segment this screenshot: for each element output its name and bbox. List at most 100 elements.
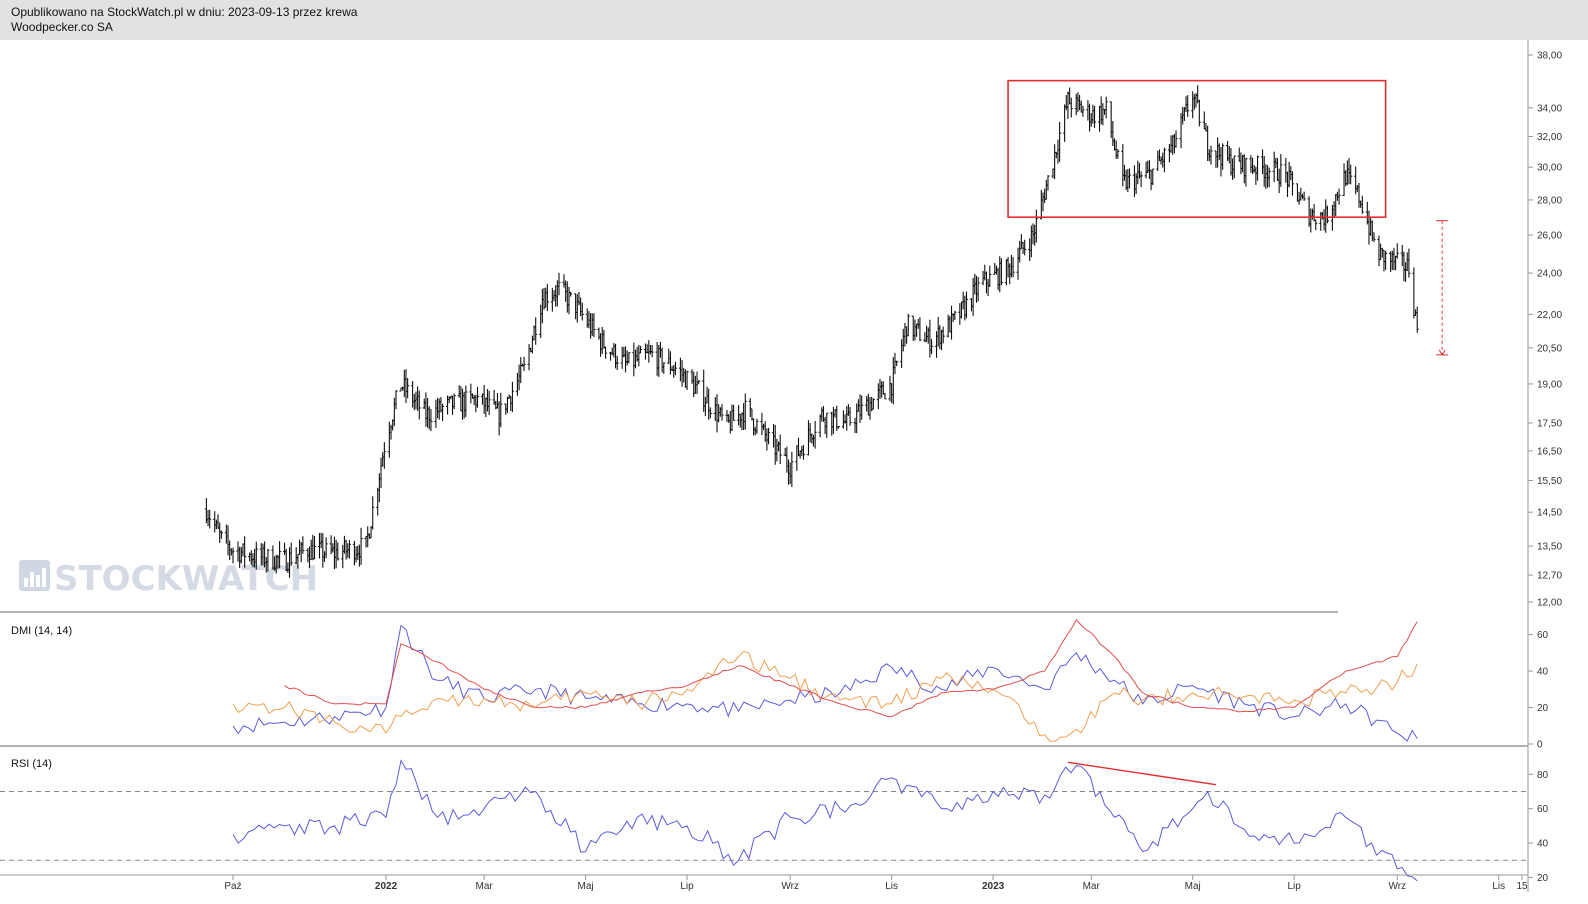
price-bar: [312, 536, 317, 560]
y-tick-label: 12,70: [1537, 571, 1562, 582]
price-panel: 12,00 12,70 13,50 14,50 15,50 16,50 17,50 19,00…: [204, 51, 1562, 609]
price-bar: [1221, 143, 1225, 170]
price-bar: [487, 390, 491, 416]
price-bar: [1232, 155, 1236, 179]
x-tick-label: Lip: [680, 881, 694, 892]
y-tick-label: 0: [1537, 740, 1543, 751]
price-bar: [1209, 145, 1213, 165]
price-bar: [638, 345, 643, 354]
y-tick-label: 12,00: [1537, 598, 1562, 609]
price-bar: [964, 291, 969, 319]
adx-line: [284, 619, 1418, 718]
price-bar: [1092, 105, 1097, 128]
x-tick-label: Lis: [1492, 881, 1505, 892]
price-bar: [732, 404, 736, 421]
price-bar: [1116, 148, 1120, 159]
price-bar: [1360, 195, 1364, 214]
price-bar: [895, 360, 899, 367]
price-bar: [1255, 155, 1260, 181]
price-bar: [871, 398, 875, 410]
minus-di-line: [232, 650, 1418, 742]
y-tick-label: 19,00: [1537, 379, 1562, 390]
price-bar: [266, 548, 270, 572]
y-tick-label: 38,00: [1537, 51, 1562, 62]
price-bar: [1279, 154, 1283, 187]
price-bar: [708, 407, 712, 419]
price-bar: [475, 386, 480, 408]
x-axis: Paź 2022 Mar Maj Lip Wrz Lis 2023 Mar Maj Lip Wrz Li…: [0, 40, 1529, 892]
price-bar: [1034, 209, 1038, 243]
price-bar: [208, 509, 212, 529]
price-bar: [1151, 168, 1155, 186]
price-bar: [999, 258, 1004, 286]
price-bar: [720, 404, 724, 421]
dmi-panel: DMI (14, 14) 0 20 40 60: [0, 611, 1549, 751]
price-bar: [452, 393, 456, 410]
price-bar: [1127, 168, 1132, 189]
y-tick-label: 30,00: [1537, 163, 1562, 174]
price-bar: [766, 427, 771, 445]
price-bar: [627, 352, 631, 364]
price-bar: [801, 444, 806, 460]
price-bar: [243, 536, 247, 568]
x-tick-label: Lis: [885, 881, 898, 892]
x-tick-label: Maj: [578, 881, 594, 892]
y-tick-label: 16,50: [1537, 446, 1562, 457]
price-bar: [219, 530, 223, 539]
price-bar: [1046, 175, 1050, 191]
chart-header: Opublikowano na StockWatch.pl w dniu: 20…: [0, 0, 1588, 40]
price-bar: [1415, 306, 1419, 333]
price-bar: [836, 426, 841, 429]
price-bar: [464, 385, 468, 417]
rsi-title: RSI (14): [11, 758, 52, 770]
price-bar: [569, 291, 573, 297]
price-bar: [615, 355, 619, 371]
price-bar: [417, 390, 421, 420]
price-bar: [1267, 167, 1271, 188]
price-bar: [289, 542, 293, 566]
y-tick-label: 28,00: [1537, 195, 1562, 206]
price-bar: [883, 392, 887, 400]
y-tick-label: 60: [1537, 630, 1549, 641]
price-bar: [1244, 157, 1248, 187]
price-bar: [1023, 239, 1027, 256]
price-bar: [603, 346, 608, 359]
publication-info: Opublikowano na StockWatch.pl w dniu: 20…: [11, 5, 358, 19]
price-bar: [406, 378, 410, 399]
price-bar: [953, 310, 957, 320]
plus-di-line: [232, 624, 1418, 742]
dmi-title: DMI (14, 14): [11, 625, 72, 637]
x-tick-label: 2022: [375, 881, 398, 892]
y-tick-label: 17,50: [1537, 418, 1562, 429]
price-bar: [1325, 205, 1330, 224]
price-bar: [1174, 130, 1178, 148]
y-tick-label: 80: [1537, 770, 1549, 781]
y-tick-label: 14,50: [1537, 508, 1562, 519]
rsi-line: [232, 759, 1418, 882]
y-tick-label: 20: [1537, 873, 1549, 884]
x-tick-label: Paź: [224, 881, 241, 892]
y-tick-label: 13,50: [1537, 542, 1562, 553]
price-bar: [906, 313, 910, 337]
price-bar: [1314, 219, 1318, 231]
price-bar: [929, 339, 934, 355]
y-tick-label: 20: [1537, 703, 1549, 714]
y-tick-label: 26,00: [1537, 231, 1562, 242]
price-bar: [988, 265, 992, 287]
x-tick-label: Lip: [1287, 881, 1301, 892]
price-bar: [848, 407, 852, 426]
price-bar: [1349, 164, 1353, 185]
price-bar: [394, 390, 398, 410]
price-bar: [522, 356, 526, 371]
price-bar: [510, 381, 515, 413]
price-bar: [1407, 248, 1411, 278]
watermark-text: STOCKWATCH: [54, 559, 318, 599]
price-bar: [1395, 243, 1399, 259]
price-bar: [1197, 99, 1201, 127]
price-bar: [697, 380, 701, 385]
price-bar: [1384, 250, 1388, 270]
price-bar: [382, 442, 386, 469]
price-bar: [277, 541, 282, 569]
x-tick-label: 15: [1516, 881, 1528, 892]
x-tick-label: Mar: [1083, 881, 1101, 892]
